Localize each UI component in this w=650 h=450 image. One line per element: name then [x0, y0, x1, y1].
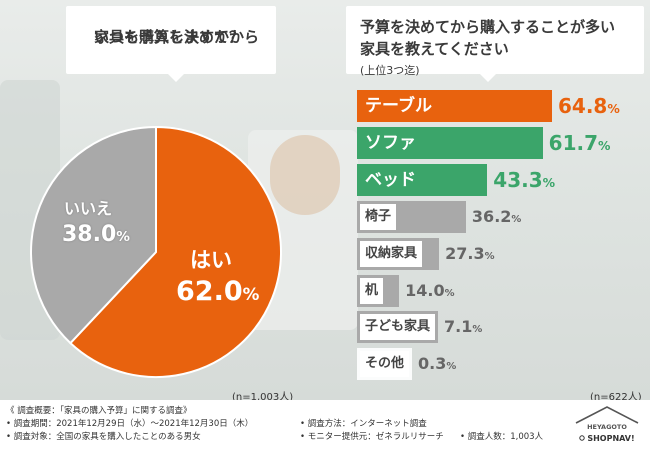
left-question-box: いつも予算を決めてから 家具を購入しますか？ — [66, 6, 276, 74]
pie-value-yes: 62.0% — [176, 276, 259, 307]
bar-label-1: ソファ — [365, 132, 416, 153]
bar-label-box — [360, 277, 384, 304]
right-question-line2-main: 家具を教えてください — [360, 40, 509, 58]
bar-label-3: 椅子 — [365, 208, 392, 224]
bar-label-box — [360, 240, 423, 267]
pie-slice-yes — [69, 125, 282, 378]
pie-label-yes: はい — [190, 248, 232, 272]
value-number: 7.1 — [444, 317, 473, 337]
left-sample-size: (n=1,003人) — [232, 392, 294, 403]
value-percent-sign: % — [446, 361, 457, 373]
value-percent-sign: % — [598, 137, 611, 153]
bar-value-7: 0.3% — [418, 348, 456, 380]
value-number: 14.0 — [405, 280, 445, 300]
value-number: 43.3 — [493, 167, 543, 192]
background-person — [270, 135, 340, 215]
right-question-text: 予算を決めてから購入することが多い 家具を教えてください (上位3つ迄) — [360, 16, 640, 82]
value-percent-sign: % — [511, 213, 522, 225]
bar-2 — [357, 163, 488, 196]
bar-label-box — [360, 351, 410, 378]
bar-label-2: ベッド — [365, 169, 416, 190]
value-percent-sign: % — [242, 284, 260, 304]
footer-overview: 《 調査概要：「家具の購入予算」に関する調査》 — [6, 406, 192, 416]
footer-provider: • モニター提供元：ゼネラルリサーチ — [300, 432, 444, 442]
bar-label-7: その他 — [365, 356, 405, 372]
value-percent-sign: % — [444, 287, 455, 299]
pie-slice-no — [30, 125, 157, 345]
survey-footer: 《 調査概要：「家具の購入予算」に関する調査》 • 調査期間：2021年12月2… — [0, 400, 650, 450]
value-number: 64.8 — [558, 94, 608, 118]
left-question-pointer — [168, 74, 184, 82]
bar-label-box — [360, 203, 397, 230]
bar-label-4: 収納家具 — [365, 245, 418, 261]
value-percent-sign: % — [607, 101, 620, 116]
value-number: 61.7 — [548, 130, 599, 155]
bar-value-4: 27.3% — [445, 238, 494, 270]
right-question-subnote: (上位3つ迄) — [360, 64, 420, 77]
right-question-pointer — [480, 74, 496, 82]
value-percent-sign: % — [472, 324, 483, 336]
bar-value-5: 14.0% — [405, 275, 454, 307]
left-question-line2: 家具を購入しますか？ — [94, 28, 245, 46]
value-number: 38.0 — [62, 222, 117, 247]
footer-method: • 調査方法：インターネット調査 — [300, 419, 427, 429]
logo-bottom-text: SHOPNAV! — [587, 434, 634, 443]
left-question-line1: いつも予算を決めてから — [94, 28, 260, 46]
right-question-line1: 予算を決めてから購入することが多い — [360, 18, 616, 36]
value-percent-sign: % — [542, 174, 556, 190]
footer-count: • 調査人数：1,003人 — [460, 432, 544, 442]
value-percent-sign: % — [484, 250, 495, 262]
right-question-line2: 家具を教えてください (上位3つ迄) — [360, 38, 640, 82]
shopnavi-logo: HEYAGOTO SHOPNAV! — [575, 406, 639, 443]
value-number: 0.3 — [418, 354, 447, 374]
bar-label-box — [360, 314, 436, 341]
value-percent-sign: % — [116, 229, 130, 245]
bar-value-6: 7.1% — [444, 311, 482, 343]
right-question-box: 予算を決めてから購入することが多い 家具を教えてください (上位3つ迄) — [346, 6, 644, 77]
value-number: 36.2 — [471, 206, 512, 226]
bar-0 — [357, 90, 552, 122]
bar-1 — [357, 126, 543, 159]
value-number: 62.0 — [176, 276, 243, 307]
bar-value-3: 36.2% — [472, 201, 521, 233]
bar-label-6: 子ども家具 — [365, 319, 431, 335]
value-number: 27.3 — [445, 243, 485, 263]
bar-label-5: 机 — [365, 282, 379, 298]
pie-label-no: いいえ — [64, 199, 113, 218]
bar-value-1: 61.7% — [549, 127, 611, 159]
footer-period: • 調査期間：2021年12月29日（水）～2021年12月30日（木） — [6, 419, 254, 429]
right-sample-size: (n=622人) — [590, 392, 642, 403]
bar-value-0: 64.8% — [558, 90, 620, 122]
bar-value-2: 43.3% — [493, 164, 555, 196]
logo-person-icon — [579, 435, 585, 441]
bar-label-0: テーブル — [365, 96, 432, 116]
logo-roof-icon — [575, 406, 639, 424]
logo-top-text: HEYAGOTO — [587, 423, 627, 431]
footer-target: • 調査対象：全国の家具を購入したことのある男女 — [6, 432, 201, 442]
pie-value-no: 38.0% — [62, 222, 130, 247]
